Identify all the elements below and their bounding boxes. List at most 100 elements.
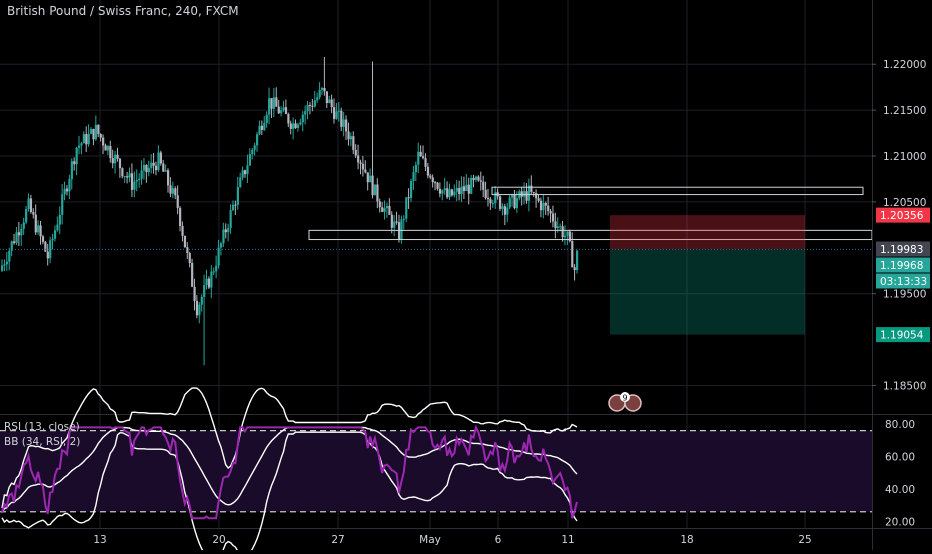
candle-body [111, 158, 114, 164]
candle-body [63, 188, 66, 195]
time-tick-label: 25 [798, 534, 811, 546]
candle-body [458, 187, 461, 194]
candle-body [265, 114, 268, 123]
event-count: 9 [622, 394, 627, 403]
bb-upper-line [1, 387, 578, 509]
candle-body [241, 170, 244, 178]
candle-body [256, 134, 259, 146]
candle-body [357, 155, 360, 163]
candle-body [133, 181, 136, 190]
price-badge: 1.19968 [876, 257, 930, 273]
candle-body [171, 188, 175, 194]
candle-body [532, 192, 535, 194]
rsi-legend[interactable]: RSI (13, close) [4, 421, 80, 433]
candle-body [352, 136, 355, 150]
candle-body [349, 136, 353, 140]
rsi-tick-label: 20.00 [885, 517, 915, 529]
candle-body [438, 188, 442, 194]
candle-body [183, 235, 187, 248]
candle-body [277, 106, 280, 114]
candle-body [258, 125, 261, 135]
candle-body [388, 205, 391, 215]
candle-body [470, 177, 473, 194]
candle-body [231, 204, 235, 211]
take-profit-zone [610, 249, 805, 335]
candle-body [301, 114, 304, 123]
candle-body [453, 191, 456, 196]
candle-body [482, 181, 485, 190]
candle-body [243, 170, 247, 175]
candle-body [130, 173, 134, 190]
candle-body [51, 238, 54, 241]
price-badge-label: 1.19968 [880, 260, 923, 272]
candle-body [65, 188, 69, 192]
candle-body [563, 235, 567, 238]
candle-body [61, 194, 64, 215]
candle-body [138, 178, 141, 181]
candle-body [70, 161, 73, 180]
price-badge-bg [876, 207, 930, 223]
candle-body [39, 225, 42, 237]
candle-body [450, 189, 454, 196]
price-badge: 03:13:33 [876, 273, 930, 289]
candle-body [491, 203, 494, 205]
candle-body [188, 252, 191, 263]
candle-body [15, 232, 18, 243]
candle-body [280, 110, 283, 114]
candle-body [501, 206, 504, 209]
candle-body [167, 170, 170, 186]
candle-body [373, 184, 377, 196]
candle-body [559, 226, 562, 228]
bb-legend[interactable]: BB (34, RSI, 2) [4, 436, 81, 448]
candle-body [75, 147, 78, 165]
candle-body [506, 207, 509, 215]
candle-body [104, 145, 107, 151]
candle-body [527, 185, 531, 201]
candle-body [479, 180, 482, 182]
candle-body [227, 228, 230, 233]
candle-body [426, 166, 430, 176]
candle-body [443, 188, 446, 191]
candle-body [549, 211, 552, 214]
candle-body [68, 179, 71, 192]
candle-body [393, 221, 396, 228]
resistance-zone [491, 186, 864, 196]
candle-body [135, 180, 138, 182]
candle-body [282, 107, 285, 111]
candle-body [381, 207, 384, 212]
candle-body [499, 196, 502, 209]
time-tick-label: 13 [93, 534, 106, 546]
candle-body [140, 170, 143, 179]
candle-body [53, 230, 57, 239]
candle-body [22, 222, 25, 229]
candle-body [414, 164, 418, 173]
price-tick-label: 1.19500 [883, 289, 926, 301]
candle-body [147, 168, 150, 173]
candle-body [515, 198, 519, 209]
candle-body [511, 194, 514, 198]
candle-body [508, 197, 511, 208]
candle-body [268, 98, 271, 115]
candle-body [20, 228, 23, 236]
candle-body [145, 165, 148, 173]
candle-body [547, 205, 550, 212]
candle-body [462, 186, 466, 192]
candle-body [544, 203, 547, 206]
rsi-line [1, 424, 578, 520]
candle-body [142, 165, 146, 171]
time-tick-label: 6 [495, 534, 502, 546]
candle-body [489, 199, 492, 204]
candle-body [378, 201, 381, 208]
candle-body [385, 205, 389, 209]
rsi-tick-label: 40.00 [885, 484, 915, 496]
candle-body [474, 176, 478, 180]
candle-body [571, 241, 574, 268]
candle-body [162, 163, 165, 172]
candles-group [1, 56, 579, 366]
candle-body [523, 191, 526, 197]
price-tick-label: 1.21500 [883, 105, 926, 117]
candle-body [179, 207, 182, 226]
candle-body [431, 177, 434, 183]
